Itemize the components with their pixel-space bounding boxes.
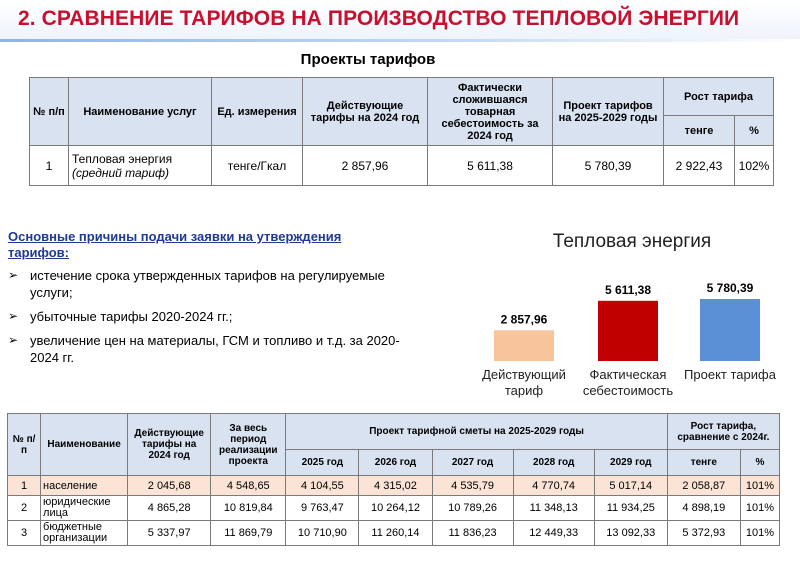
- header-year: 2029 год: [593, 449, 668, 476]
- cell-year: 4 770,74: [512, 475, 595, 496]
- cell-num: 3: [6, 520, 42, 546]
- cell-total: 10 819,84: [210, 495, 287, 521]
- header-unit: Ед. измерения: [211, 77, 303, 146]
- cell-num: 1: [6, 475, 42, 496]
- cell-total: 4 548,65: [210, 475, 287, 496]
- reason-text: увеличение цен на материалы, ГСМ и топли…: [30, 333, 400, 365]
- header-total: За весь период реализации проекта: [210, 413, 287, 476]
- cell-current: 2 045,68: [127, 475, 212, 496]
- chart-data-label: 5 611,38: [605, 283, 651, 297]
- cell-growth-pct: 101%: [739, 495, 781, 521]
- cell-num: 2: [6, 495, 42, 521]
- header-service: Наименование услуг: [68, 77, 212, 146]
- cell-year: 11 260,14: [358, 520, 433, 546]
- cell-year: 10 710,90: [285, 520, 360, 546]
- header-project: Проект тарифов на 2025-2029 годы: [552, 77, 664, 146]
- reason-text: истечение срока утвержденных тарифов на …: [30, 268, 385, 300]
- cell-name: юридические лица: [40, 495, 129, 521]
- cell-name: население: [40, 475, 129, 496]
- cell-current: 4 865,28: [127, 495, 212, 521]
- cell-year: 11 934,25: [593, 495, 668, 521]
- chart-category-label: Фактическая: [590, 367, 667, 382]
- header-year: 2026 год: [358, 449, 433, 476]
- cell-year: 12 449,33: [512, 520, 595, 546]
- cell-growth-pct: 101%: [739, 520, 781, 546]
- chart-title: Тепловая энергия: [553, 231, 711, 252]
- header-growth-tenge: тенге: [663, 115, 735, 146]
- cell-year: 4 104,55: [285, 475, 360, 496]
- arrow-bullet-icon: ➢: [8, 333, 19, 347]
- cell-year: 9 763,47: [285, 495, 360, 521]
- cell-year: 10 789,26: [431, 495, 514, 521]
- header-growth-tenge: тенге: [666, 449, 741, 476]
- cell-growth-pct: 101%: [739, 475, 781, 496]
- arrow-bullet-icon: ➢: [8, 268, 19, 282]
- cell-actual-cost: 5 611,38: [427, 145, 553, 186]
- cell-service: Тепловая энергия (средний тариф): [68, 145, 212, 186]
- header-growth: Рост тарифа, сравнение с 2024г.: [666, 413, 781, 450]
- header-current: Действующие тарифы на 2024 год: [302, 77, 428, 146]
- header-year: 2025 год: [285, 449, 360, 476]
- projects-table: № п/п Наименование услуг Ед. измерения Д…: [29, 77, 774, 186]
- header-year: 2028 год: [512, 449, 595, 476]
- table-row: 2 юридические лица 4 865,28 10 819,84 9 …: [6, 495, 781, 521]
- chart-data-label: 2 857,96: [501, 312, 548, 326]
- cell-name: бюджетные организации: [40, 520, 129, 546]
- title-bar: 2. СРАВНЕНИЕ ТАРИФОВ НА ПРОИЗВОДСТВО ТЕП…: [0, 0, 800, 40]
- heat-energy-chart: Тепловая энергия 2 857,96 Действующийтари…: [482, 231, 777, 398]
- table-row: 3 бюджетные организации 5 337,97 11 869,…: [6, 520, 781, 546]
- chart-data-label: 5 780,39: [707, 281, 754, 295]
- chart-bar: [700, 299, 760, 361]
- header-growth-pct: %: [734, 115, 774, 146]
- header-actual-cost: Фактически сложившаяся товарная себестои…: [427, 77, 553, 146]
- cell-year: 11 348,13: [512, 495, 595, 521]
- table-row: 1 население 2 045,68 4 548,65 4 104,55 4…: [6, 475, 781, 496]
- cell-total: 11 869,79: [210, 520, 287, 546]
- arrow-bullet-icon: ➢: [8, 309, 19, 323]
- detail-table: № п/п Наименование Действующие тарифы на…: [6, 413, 781, 546]
- cell-year: 5 017,14: [593, 475, 668, 496]
- title-underline: [0, 39, 800, 42]
- header-growth: Рост тарифа: [663, 77, 774, 116]
- service-note: (средний тариф): [72, 165, 170, 180]
- projects-subtitle: Проекты тарифов: [300, 51, 436, 68]
- chart-category-label: Действующий: [482, 367, 566, 382]
- reasons-heading: Основные причины подачи заявки на утверж…: [8, 229, 342, 260]
- table-row: 1 Тепловая энергия (средний тариф) тенге/…: [29, 145, 774, 186]
- cell-growth-pct: 102%: [734, 145, 774, 186]
- cell-current: 2 857,96: [302, 145, 428, 186]
- chart-category-label: себестоимость: [583, 383, 674, 398]
- chart-bar: [598, 300, 658, 361]
- cell-num: 1: [29, 145, 69, 186]
- list-item: ➢ убыточные тарифы 2020-2024 гг.;: [8, 308, 428, 325]
- chart-bar: [494, 330, 554, 361]
- cell-year: 4 315,02: [358, 475, 433, 496]
- header-project: Проект тарифной сметы на 2025-2029 годы: [285, 413, 668, 450]
- chart-category-label: тариф: [505, 383, 544, 398]
- cell-current: 5 337,97: [127, 520, 212, 546]
- header-current: Действующие тарифы на 2024 год: [127, 413, 212, 476]
- cell-year: 11 836,23: [431, 520, 514, 546]
- cell-year: 13 092,33: [593, 520, 668, 546]
- cell-growth-tenge: 5 372,93: [666, 520, 741, 546]
- header-growth-pct: %: [739, 449, 781, 476]
- cell-growth-tenge: 2 058,87: [666, 475, 741, 496]
- cell-growth-tenge: 2 922,43: [663, 145, 735, 186]
- header-name: Наименование: [40, 413, 129, 476]
- list-item: ➢ увеличение цен на материалы, ГСМ и топл…: [8, 332, 428, 366]
- cell-unit: тенге/Гкал: [211, 145, 303, 186]
- cell-project: 5 780,39: [552, 145, 664, 186]
- list-item: ➢ истечение срока утвержденных тарифов на…: [8, 267, 428, 301]
- service-name: Тепловая энергия: [72, 151, 173, 166]
- cell-year: 4 535,79: [431, 475, 514, 496]
- header-num: № п/п: [29, 77, 69, 146]
- reason-text: убыточные тарифы 2020-2024 гг.;: [30, 309, 233, 324]
- page-title: 2. СРАВНЕНИЕ ТАРИФОВ НА ПРОИЗВОДСТВО ТЕП…: [18, 7, 740, 30]
- reasons-list: ➢ истечение срока утвержденных тарифов на…: [8, 267, 428, 373]
- chart-category-label: Проект тарифа: [684, 367, 777, 382]
- cell-growth-tenge: 4 898,19: [666, 495, 741, 521]
- header-num: № п/п: [6, 413, 42, 476]
- header-year: 2027 год: [431, 449, 514, 476]
- cell-year: 10 264,12: [358, 495, 433, 521]
